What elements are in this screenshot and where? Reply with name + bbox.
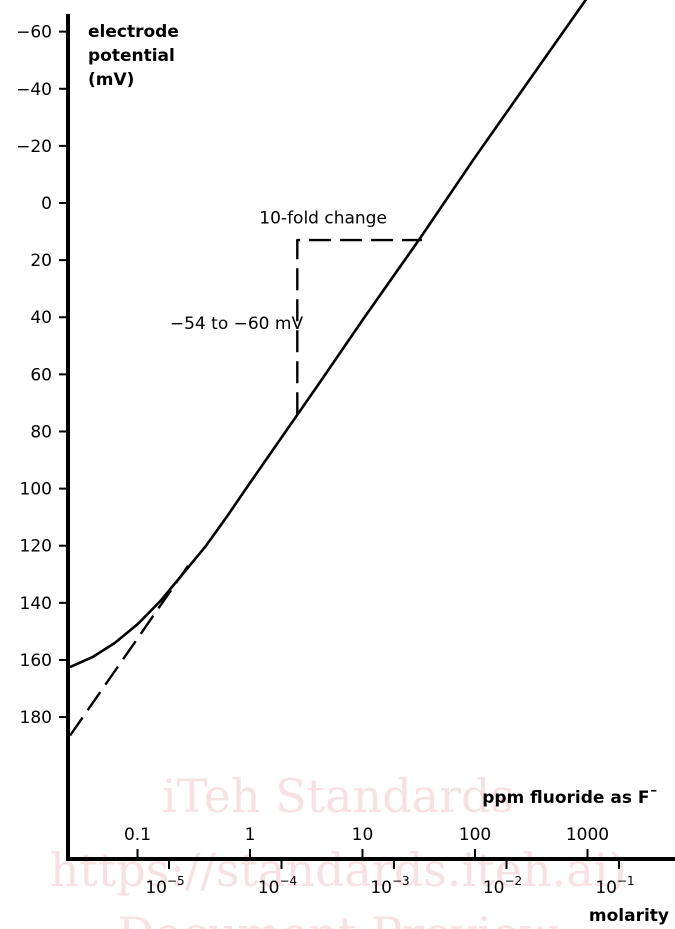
x-tick-label-molarity: 10−4 (258, 874, 297, 898)
tick-base: 10 (370, 878, 392, 898)
x-tick-label-ppm: 100 (459, 825, 491, 845)
watermark-text: iTeh Standards (162, 769, 514, 823)
x-tick-label-molarity: 10−1 (595, 874, 634, 898)
x-tick-label-ppm: 1000 (566, 825, 609, 845)
tick-exponent: −3 (392, 874, 410, 888)
y-axis-title: potential (88, 46, 175, 66)
tick-base: 10 (258, 878, 280, 898)
y-tick-label: −40 (16, 80, 52, 100)
y-axis-title: electrode (88, 22, 179, 42)
x-tick-label-molarity: 10−5 (145, 874, 184, 898)
y-axis-title: (mV) (88, 70, 134, 90)
annotation-label: −54 to −60 mV (170, 314, 304, 334)
y-tick-label: 180 (20, 708, 52, 728)
y-tick-label: −60 (16, 23, 52, 43)
tick-exponent: −2 (504, 874, 522, 888)
y-tick-label: 40 (30, 308, 52, 328)
y-tick-label: −20 (16, 137, 52, 157)
axes (66, 14, 675, 861)
watermark-text: Document Preview (118, 907, 559, 929)
watermark-text: https://standards.iteh.ai) (50, 843, 627, 897)
y-tick-label: 140 (20, 594, 52, 614)
tick-base: 10 (483, 878, 505, 898)
tick-exponent: −1 (617, 874, 635, 888)
y-tick-label: 80 (30, 422, 52, 442)
x-axis-title-molarity: molarity (589, 906, 669, 926)
y-tick-label: 0 (41, 194, 52, 214)
tick-base: 10 (595, 878, 617, 898)
tick-exponent: −4 (279, 874, 297, 888)
y-tick-label: 120 (20, 537, 52, 557)
axis-titles: electrode potential (mV) ppm fluoride as F¯… (88, 22, 669, 926)
y-ticks: −60 −40 −20 0 20 40 60 80 100 120 140 160 180 (16, 23, 68, 728)
response-curve (69, 0, 588, 669)
slope-indicator-dashed (296, 238, 423, 415)
tick-base: 10 (145, 878, 167, 898)
series (69, 0, 588, 737)
x-tick-label-ppm: 10 (352, 825, 374, 845)
annotation-label: 10-fold change (259, 208, 387, 228)
y-tick-label: 20 (30, 251, 52, 271)
x-axis-title-ppm: ppm fluoride as F¯ (482, 788, 658, 808)
y-tick-label: 60 (30, 365, 52, 385)
watermark-layer: iTeh Standards https://standards.iteh.ai)… (50, 769, 627, 929)
y-tick-label: 100 (20, 480, 52, 500)
x-tick-label-molarity: 10−2 (483, 874, 522, 898)
x-tick-label-molarity: 10−3 (370, 874, 409, 898)
x-tick-label-ppm: 0.1 (124, 825, 151, 845)
extrapolation-dashed-line (69, 565, 190, 737)
x-tick-label-ppm: 1 (245, 825, 256, 845)
tick-exponent: −5 (167, 874, 185, 888)
y-tick-label: 160 (20, 651, 52, 671)
annotations: 10-fold change −54 to −60 mV (170, 208, 387, 334)
